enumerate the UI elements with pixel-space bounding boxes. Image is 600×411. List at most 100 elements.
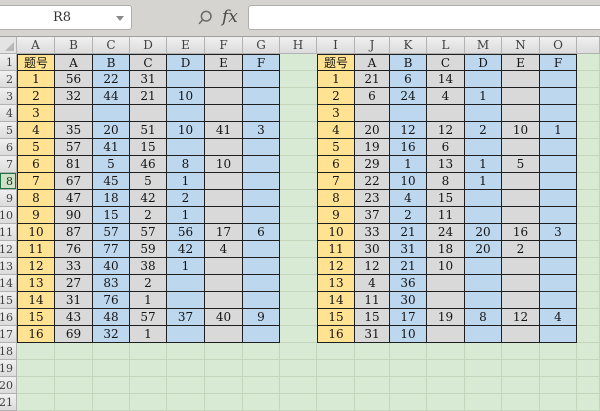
cell-C7[interactable]: 5 [93, 156, 130, 173]
cell-N12[interactable]: 2 [502, 241, 540, 258]
cell-partial-15[interactable] [577, 292, 600, 309]
cell-B7[interactable]: 81 [55, 156, 93, 173]
cell-C4[interactable] [93, 105, 130, 122]
cell-J17[interactable]: 31 [355, 326, 390, 343]
cell-I6[interactable]: 5 [317, 139, 355, 156]
cell-J4[interactable] [355, 105, 390, 122]
cell-C14[interactable]: 83 [93, 275, 130, 292]
cell-F7[interactable]: 10 [205, 156, 243, 173]
cell-L4[interactable] [427, 105, 465, 122]
cell-N14[interactable] [502, 275, 540, 292]
cell-D1[interactable]: C [130, 54, 167, 71]
cell-N16[interactable]: 12 [502, 309, 540, 326]
cell-L21[interactable] [427, 394, 465, 411]
cell-B4[interactable] [55, 105, 93, 122]
cell-D6[interactable]: 15 [130, 139, 167, 156]
cell-I3[interactable]: 2 [317, 88, 355, 105]
cell-C2[interactable]: 22 [93, 71, 130, 88]
cell-C17[interactable]: 32 [93, 326, 130, 343]
cell-partial-4[interactable] [577, 105, 600, 122]
cell-J19[interactable] [355, 360, 390, 377]
cell-H7[interactable] [280, 156, 317, 173]
cell-G1[interactable]: F [243, 54, 280, 71]
cell-K8[interactable]: 10 [390, 173, 427, 190]
cell-partial-14[interactable] [577, 275, 600, 292]
cell-I9[interactable]: 8 [317, 190, 355, 207]
col-header-partial[interactable] [577, 37, 600, 54]
cell-B15[interactable]: 31 [55, 292, 93, 309]
cell-partial-17[interactable] [577, 326, 600, 343]
cell-O3[interactable] [540, 88, 577, 105]
row-header-19[interactable]: 19 [0, 360, 17, 377]
cell-N6[interactable] [502, 139, 540, 156]
row-header-2[interactable]: 2 [0, 71, 17, 88]
cell-partial-8[interactable] [577, 173, 600, 190]
cell-J21[interactable] [355, 394, 390, 411]
cell-I15[interactable]: 14 [317, 292, 355, 309]
cell-J13[interactable]: 12 [355, 258, 390, 275]
cell-O4[interactable] [540, 105, 577, 122]
cell-M11[interactable]: 20 [465, 224, 502, 241]
cell-M20[interactable] [465, 377, 502, 394]
cell-D5[interactable]: 51 [130, 122, 167, 139]
cell-K15[interactable]: 30 [390, 292, 427, 309]
cell-H1[interactable] [280, 54, 317, 71]
cell-J10[interactable]: 37 [355, 207, 390, 224]
cell-L15[interactable] [427, 292, 465, 309]
cell-M5[interactable]: 2 [465, 122, 502, 139]
row-header-1[interactable]: 1 [0, 54, 17, 71]
cell-B5[interactable]: 35 [55, 122, 93, 139]
cell-A16[interactable]: 15 [17, 309, 55, 326]
cell-G18[interactable] [243, 343, 280, 360]
cell-O1[interactable]: F [540, 54, 577, 71]
cell-C9[interactable]: 18 [93, 190, 130, 207]
cell-partial-13[interactable] [577, 258, 600, 275]
cell-C12[interactable]: 77 [93, 241, 130, 258]
cell-M19[interactable] [465, 360, 502, 377]
col-header-A[interactable]: A [17, 37, 55, 54]
cell-partial-2[interactable] [577, 71, 600, 88]
name-box[interactable]: R8 [0, 5, 132, 30]
cell-I13[interactable]: 12 [317, 258, 355, 275]
cell-J8[interactable]: 22 [355, 173, 390, 190]
cell-A18[interactable] [17, 343, 55, 360]
cell-A5[interactable]: 4 [17, 122, 55, 139]
cell-K9[interactable]: 4 [390, 190, 427, 207]
cell-M12[interactable]: 20 [465, 241, 502, 258]
cell-F4[interactable] [205, 105, 243, 122]
cell-L3[interactable]: 4 [427, 88, 465, 105]
cell-M10[interactable] [465, 207, 502, 224]
cell-E1[interactable]: D [167, 54, 205, 71]
cell-H16[interactable] [280, 309, 317, 326]
cell-M9[interactable] [465, 190, 502, 207]
col-header-H[interactable]: H [280, 37, 317, 54]
cell-E15[interactable] [167, 292, 205, 309]
cell-I11[interactable]: 10 [317, 224, 355, 241]
cell-H4[interactable] [280, 105, 317, 122]
cell-L6[interactable]: 6 [427, 139, 465, 156]
cell-A6[interactable]: 5 [17, 139, 55, 156]
cell-N18[interactable] [502, 343, 540, 360]
cell-F10[interactable] [205, 207, 243, 224]
col-header-I[interactable]: I [317, 37, 355, 54]
cell-E20[interactable] [167, 377, 205, 394]
cell-L9[interactable]: 15 [427, 190, 465, 207]
cell-partial-20[interactable] [577, 377, 600, 394]
cell-F2[interactable] [205, 71, 243, 88]
cell-G5[interactable]: 3 [243, 122, 280, 139]
cell-E12[interactable]: 42 [167, 241, 205, 258]
cell-M4[interactable] [465, 105, 502, 122]
row-header-7[interactable]: 7 [0, 156, 17, 173]
cell-D19[interactable] [130, 360, 167, 377]
row-header-5[interactable]: 5 [0, 122, 17, 139]
cell-C18[interactable] [93, 343, 130, 360]
cell-H3[interactable] [280, 88, 317, 105]
cell-B13[interactable]: 33 [55, 258, 93, 275]
cell-D7[interactable]: 46 [130, 156, 167, 173]
cell-J3[interactable]: 6 [355, 88, 390, 105]
cell-partial-3[interactable] [577, 88, 600, 105]
cell-N8[interactable] [502, 173, 540, 190]
cell-A8[interactable]: 7 [17, 173, 55, 190]
cell-G21[interactable] [243, 394, 280, 411]
row-header-18[interactable]: 18 [0, 343, 17, 360]
